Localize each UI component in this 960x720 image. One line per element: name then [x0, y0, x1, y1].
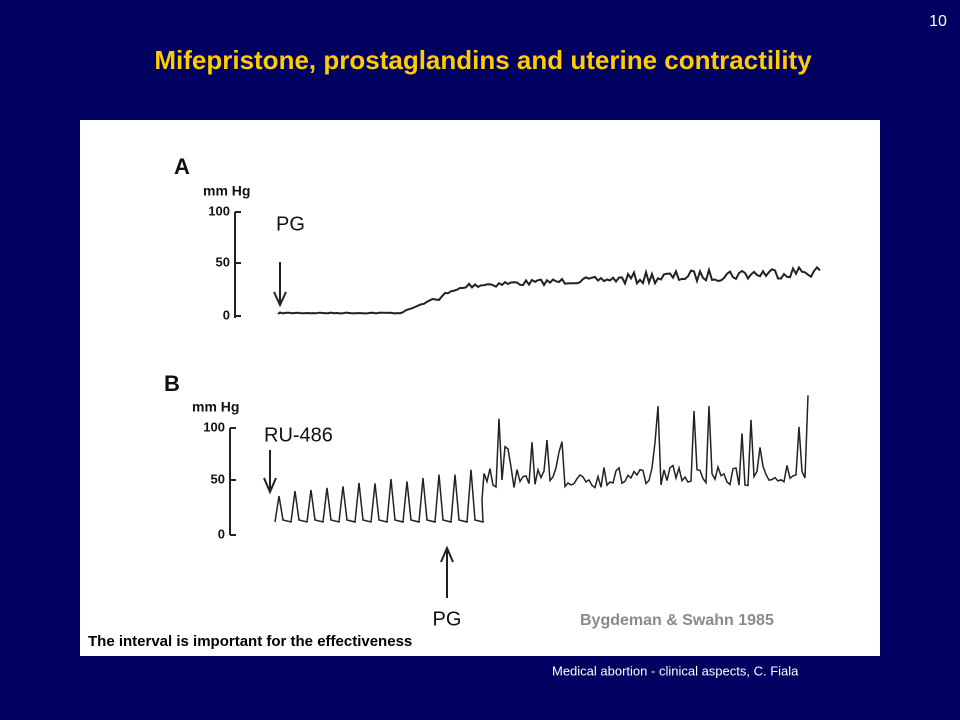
panel-label: B: [164, 371, 180, 396]
arrow-a: [273, 262, 287, 308]
tick-label: 0: [223, 307, 230, 322]
slide-number: 10: [929, 13, 947, 30]
pressure-trace-b: [274, 395, 809, 523]
arrow-b: [263, 450, 277, 495]
panel-label: A: [174, 154, 190, 179]
unit-label: mm Hg: [203, 183, 250, 199]
pressure-trace-a: [277, 265, 821, 315]
tick-label: 100: [203, 419, 225, 434]
arrow-pg: [440, 545, 454, 598]
tick-label: 50: [216, 254, 230, 269]
marker-label: PG: [433, 608, 462, 630]
figure-background: [80, 120, 880, 656]
figure: [229, 211, 821, 598]
unit-label: mm Hg: [192, 399, 239, 415]
slide-title: Mifepristone, prostaglandins and uterine…: [154, 45, 812, 75]
caption: The interval is important for the effect…: [88, 633, 412, 650]
footer: Medical abortion - clinical aspects, C. …: [552, 663, 799, 678]
tick-label: 100: [208, 203, 230, 218]
marker-label: PG: [276, 213, 305, 235]
tick-label: 0: [218, 526, 225, 541]
tick-label: 50: [211, 471, 225, 486]
marker-label: RU-486: [264, 424, 333, 446]
citation: Bygdeman & Swahn 1985: [580, 612, 774, 629]
